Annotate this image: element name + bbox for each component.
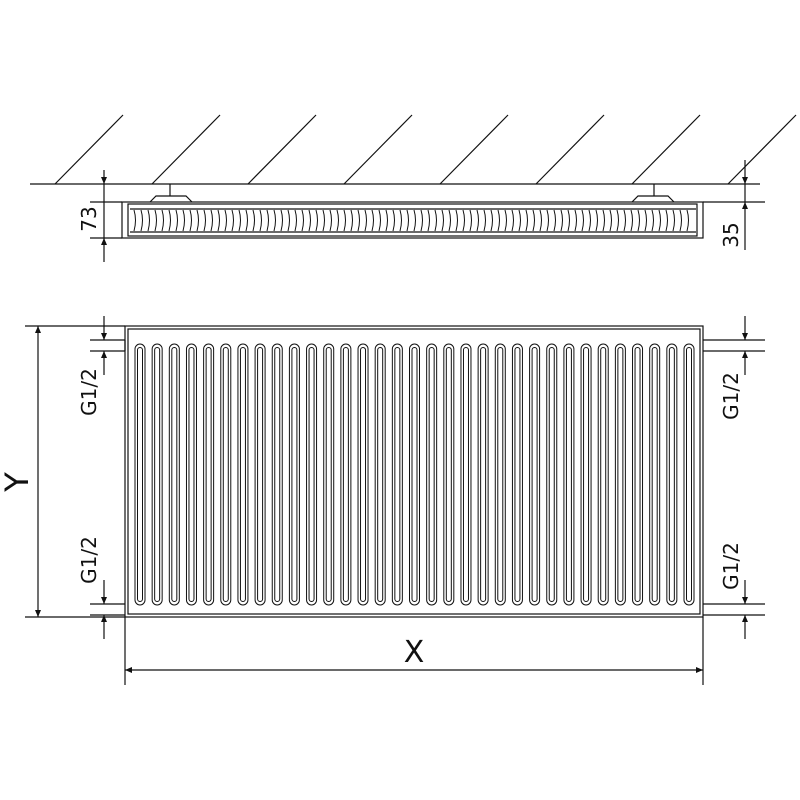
water-channel (203, 343, 215, 606)
water-channel (683, 343, 695, 606)
water-channel (288, 343, 300, 606)
depth-label: 73 (77, 206, 101, 231)
water-channel (597, 343, 609, 606)
hatch-line (631, 114, 701, 185)
width-label: X (404, 635, 425, 670)
connection-right-top-label: G1/2 (719, 372, 743, 420)
water-channel (632, 343, 644, 606)
water-channel (666, 343, 678, 606)
connection-left-top-label: G1/2 (77, 368, 101, 416)
water-channel (306, 343, 318, 606)
hatch-line (247, 114, 317, 185)
dimension-width (124, 617, 704, 685)
water-channel (374, 343, 386, 606)
water-channel (477, 343, 489, 606)
height-label: Y (0, 472, 36, 493)
radiator-top-view (90, 184, 765, 239)
water-channel (529, 343, 541, 606)
wall (30, 114, 797, 185)
wall-gap-label: 35 (719, 222, 743, 247)
hatch-line (727, 114, 797, 185)
hatch-line (439, 114, 509, 185)
water-channel (151, 343, 163, 606)
dimension-connections (101, 316, 748, 639)
hatch-line (535, 114, 605, 185)
water-channel (460, 343, 472, 606)
water-channel (426, 343, 438, 606)
water-channel (168, 343, 180, 606)
connection-left-bottom-label: G1/2 (77, 536, 101, 584)
hatch-line (151, 114, 221, 185)
water-channel (443, 343, 455, 606)
water-channel (580, 343, 592, 606)
connection-right-bottom-label: G1/2 (719, 542, 743, 590)
water-channel (391, 343, 403, 606)
water-channel (563, 343, 575, 606)
water-channel (340, 343, 352, 606)
water-channel (134, 343, 146, 606)
water-channel (271, 343, 283, 606)
hatch-line (343, 114, 413, 185)
water-channel (357, 343, 369, 606)
dimension-height (25, 325, 125, 618)
convector-fins (133, 209, 689, 232)
water-channel (185, 343, 197, 606)
water-channel (649, 343, 661, 606)
water-channel (511, 343, 523, 606)
water-channel (323, 343, 335, 606)
water-channel (237, 343, 249, 606)
water-channel (614, 343, 626, 606)
water-channel (220, 343, 232, 606)
water-channel (494, 343, 506, 606)
water-channel (546, 343, 558, 606)
water-channel (254, 343, 266, 606)
water-channel (409, 343, 420, 606)
hatch-line (54, 114, 124, 185)
radiator-front-view (90, 325, 765, 618)
